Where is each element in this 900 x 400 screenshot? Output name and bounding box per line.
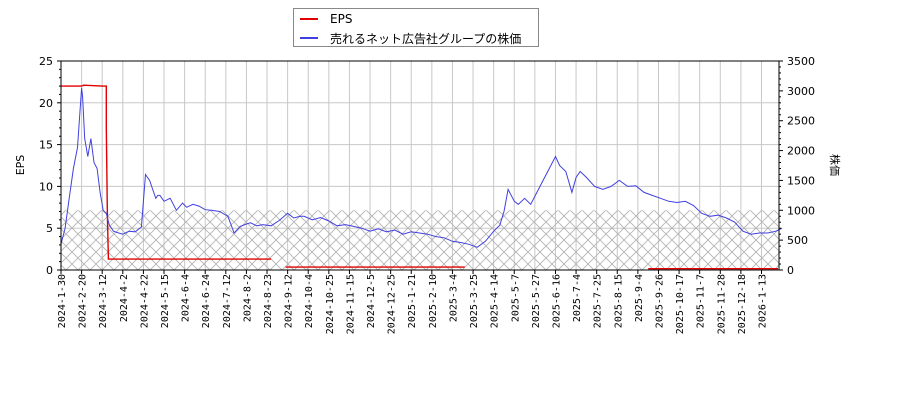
x-tick-label: 2025-5-7 bbox=[510, 274, 521, 322]
legend-item-price: 売れるネット広告社グループの株価 bbox=[300, 29, 521, 47]
x-tick-label: 2024-4-22 bbox=[139, 274, 150, 328]
y-axis-right-ticks: 0 500 1000 1500 2000 2500 3000 3500 bbox=[779, 55, 815, 277]
legend-swatch-eps bbox=[300, 18, 318, 20]
y-right-tick-label: 3500 bbox=[787, 55, 815, 68]
x-tick-label: 2024-11-15 bbox=[345, 274, 356, 334]
hatched-band bbox=[61, 210, 779, 270]
x-tick-label: 2024-1-30 bbox=[57, 274, 68, 328]
y-axis-left-label: EPS bbox=[14, 155, 27, 176]
y-right-tick-label: 2500 bbox=[787, 115, 815, 128]
y-left-tick-label: 10 bbox=[39, 180, 53, 193]
x-tick-label: 2025-2-10 bbox=[428, 274, 439, 328]
x-tick-label: 2025-5-27 bbox=[531, 274, 542, 328]
y-right-tick-label: 2000 bbox=[787, 145, 815, 158]
x-tick-label: 2024-12-25 bbox=[387, 274, 398, 334]
x-tick-label: 2025-12-18 bbox=[737, 274, 748, 334]
legend-label-price: 売れるネット広告社グループの株価 bbox=[330, 31, 522, 46]
x-tick-label: 2025-7-4 bbox=[572, 274, 583, 322]
x-tick-label: 2024-12-5 bbox=[366, 274, 377, 328]
x-tick-label: 2025-4-14 bbox=[490, 274, 501, 328]
x-tick-label: 2024-6-24 bbox=[201, 274, 212, 328]
stock-price-line bbox=[60, 87, 783, 248]
y-right-tick-label: 3000 bbox=[787, 85, 815, 98]
legend-item-eps: EPS bbox=[300, 10, 352, 28]
x-tick-label: 2024-4-2 bbox=[119, 274, 130, 322]
x-tick-label: 2024-8-23 bbox=[263, 274, 274, 328]
eps-line bbox=[61, 84, 272, 260]
x-tick-label: 2024-10-25 bbox=[325, 274, 336, 334]
y-left-tick-label: 20 bbox=[39, 97, 53, 110]
y-left-tick-label: 5 bbox=[46, 222, 53, 235]
y-right-tick-label: 500 bbox=[787, 234, 808, 247]
series-lines bbox=[60, 84, 783, 270]
x-tick-label: 2024-10-4 bbox=[304, 274, 315, 328]
y-right-tick-label: 0 bbox=[787, 264, 794, 277]
x-tick-label: 2025-11-28 bbox=[716, 274, 727, 334]
x-tick-label: 2024-8-2 bbox=[242, 274, 253, 322]
x-tick-label: 2024-3-12 bbox=[98, 274, 109, 328]
x-tick-label: 2026-1-13 bbox=[757, 274, 768, 328]
y-right-tick-label: 1000 bbox=[787, 204, 815, 217]
x-tick-label: 2024-2-20 bbox=[78, 274, 89, 328]
x-tick-label: 2024-6-4 bbox=[181, 274, 192, 322]
x-tick-label: 2025-7-25 bbox=[593, 274, 604, 328]
y-axis-left-ticks: 0 5 10 15 20 25 bbox=[39, 55, 61, 277]
x-tick-label: 2025-9-26 bbox=[654, 274, 665, 328]
x-tick-label: 2025-3-4 bbox=[448, 274, 459, 322]
x-tick-label: 2025-3-25 bbox=[469, 274, 480, 328]
axes bbox=[60, 60, 780, 271]
legend-label-eps: EPS bbox=[330, 12, 353, 26]
legend-swatch-price bbox=[300, 37, 318, 39]
x-tick-label: 2025-10-17 bbox=[675, 274, 686, 334]
y-left-tick-label: 25 bbox=[39, 55, 53, 68]
y-axis-right-label: 株価 bbox=[828, 154, 842, 176]
x-tick-label: 2025-6-16 bbox=[551, 274, 562, 328]
x-tick-label: 2024-7-12 bbox=[222, 274, 233, 328]
x-axis-ticks: 2024-1-30 2024-2-20 2024-3-12 2024-4-2 2024-… bbox=[57, 270, 768, 334]
x-tick-label: 2025-9-4 bbox=[634, 274, 645, 322]
x-tick-label: 2025-1-21 bbox=[407, 274, 418, 328]
x-tick-label: 2024-9-12 bbox=[284, 274, 295, 328]
legend: EPS 売れるネット広告社グループの株価 bbox=[293, 8, 539, 47]
x-tick-label: 2025-8-15 bbox=[613, 274, 624, 328]
x-tick-label: 2024-5-15 bbox=[160, 274, 171, 328]
y-right-tick-label: 1500 bbox=[787, 174, 815, 187]
y-left-tick-label: 15 bbox=[39, 139, 53, 152]
y-left-tick-label: 0 bbox=[46, 264, 53, 277]
x-tick-label: 2025-11-7 bbox=[696, 274, 707, 328]
